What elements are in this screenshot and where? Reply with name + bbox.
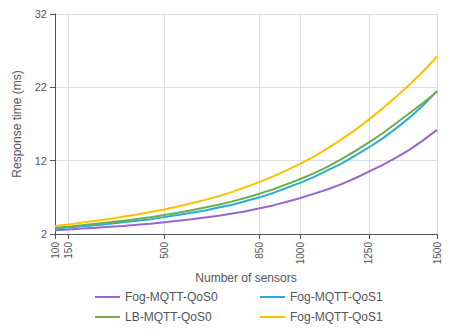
svg-text:1500: 1500 [432,242,443,265]
svg-text:150: 150 [63,242,74,259]
svg-text:100: 100 [50,242,61,259]
svg-text:Response time (ms): Response time (ms) [10,70,24,177]
svg-text:Fog-MQTT-QoS1: Fog-MQTT-QoS1 [290,290,383,304]
svg-text:LB-MQTT-QoS0: LB-MQTT-QoS0 [125,310,212,324]
svg-text:1000: 1000 [295,242,306,265]
svg-text:Fog-MQTT-QoS0: Fog-MQTT-QoS0 [125,290,218,304]
svg-text:Fog-MQTT-QoS1: Fog-MQTT-QoS1 [290,310,383,324]
svg-text:32: 32 [35,8,47,20]
svg-text:12: 12 [35,155,47,167]
svg-text:850: 850 [254,242,265,259]
svg-text:1250: 1250 [363,242,374,265]
svg-text:2: 2 [41,228,47,240]
svg-text:22: 22 [35,81,47,93]
svg-text:500: 500 [159,242,170,259]
svg-text:Number of sensors: Number of sensors [195,271,296,285]
